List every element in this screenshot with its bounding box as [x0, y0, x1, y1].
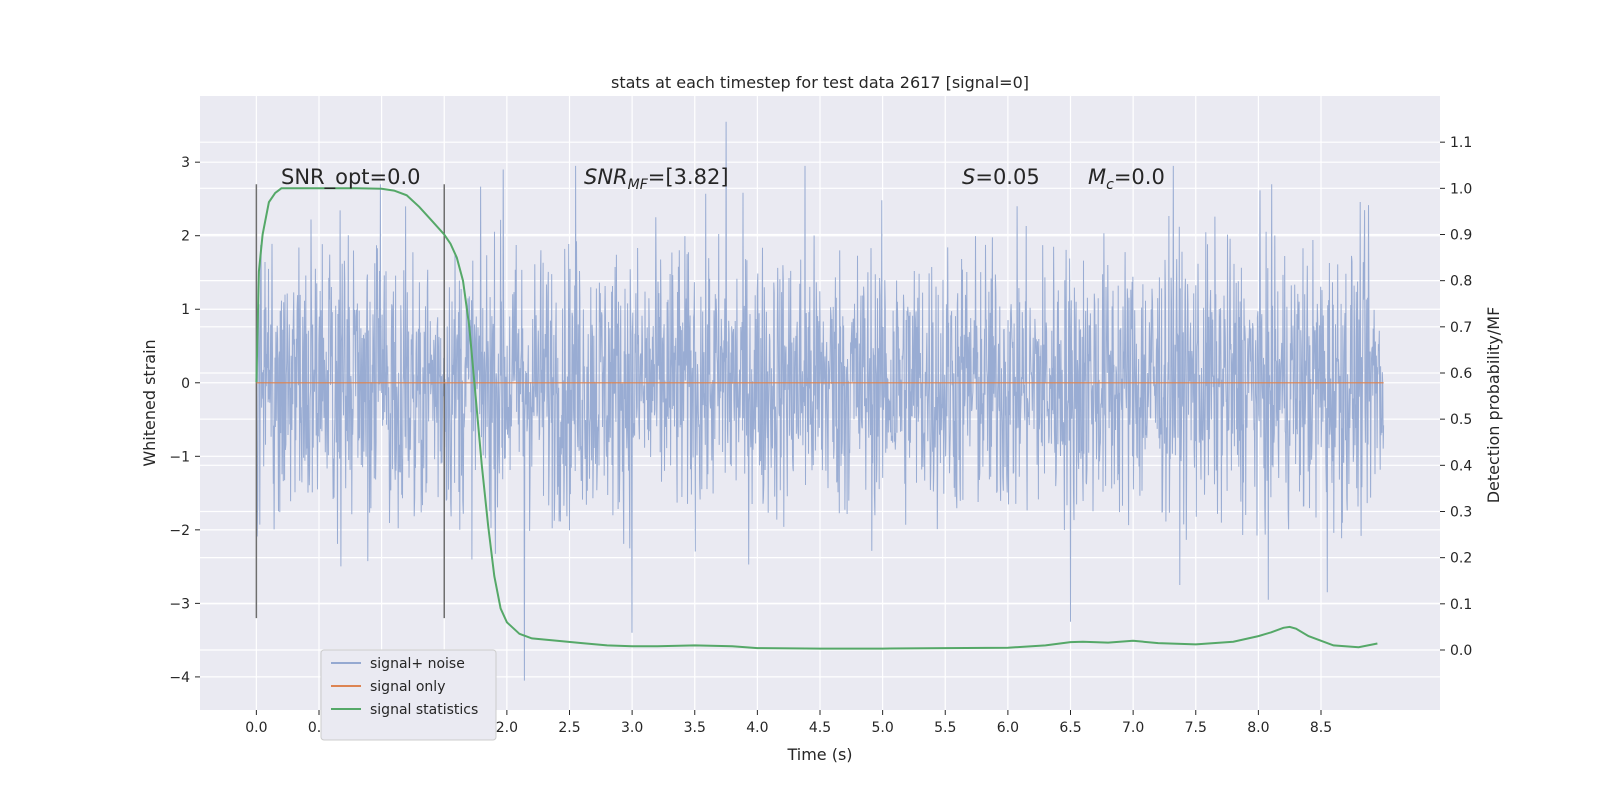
x-tick-label: 8.0 [1247, 720, 1269, 736]
annotation-s-main: S [962, 165, 975, 189]
y-left-tick-label: −1 [169, 449, 190, 465]
y-right-tick-label: 1.1 [1450, 135, 1472, 151]
y-right-tick-label: 0.8 [1450, 274, 1472, 290]
x-tick-label: 5.0 [871, 720, 893, 736]
y-right-tick-label: 1.0 [1450, 181, 1472, 197]
x-tick-label: 3.5 [684, 720, 706, 736]
y-right-tick-label: 0.6 [1450, 366, 1472, 382]
y-right-tick-label: 0.3 [1450, 504, 1472, 520]
legend-label-signal-statistics: signal statistics [370, 702, 478, 718]
y-right-tick-label: 0.9 [1450, 227, 1472, 243]
x-tick-label: 5.5 [934, 720, 956, 736]
annotation-s: S=0.05 [962, 165, 1040, 189]
y-right-tick-label: 0.1 [1450, 597, 1472, 613]
y-right-tick-labels: 1.1 1.0 0.9 0.8 0.7 0.6 0.5 0.4 0.3 0.2 0.1 0.0 [1440, 135, 1472, 659]
y-left-tick-label: −2 [169, 523, 190, 539]
x-tick-label: 4.5 [809, 720, 831, 736]
x-tick-label: 8.5 [1310, 720, 1332, 736]
signal-statistics-line [255, 187, 1378, 650]
y-left-axis-label: Whitened strain [140, 339, 159, 466]
legend: signal+ noise signal only signal statist… [320, 649, 497, 741]
x-tick-label: 7.0 [1122, 720, 1144, 736]
y-left-tick-labels: 3 2 1 0 −1 −2 −3 −4 [169, 155, 200, 686]
x-tick-label: 0.0 [245, 720, 267, 736]
y-right-tick-label: 0.0 [1450, 643, 1472, 659]
x-tick-label: 3.0 [621, 720, 643, 736]
annotation-snr-mf-value: =[3.82] [648, 165, 729, 189]
annotation-mc-value: =0.0 [1114, 165, 1165, 189]
legend-label-signal-noise: signal+ noise [370, 656, 465, 672]
y-right-tick-label: 0.5 [1450, 412, 1472, 428]
x-tick-label: 6.5 [1059, 720, 1081, 736]
annotation-mc-main: M [1088, 165, 1106, 189]
y-right-tick-label: 0.7 [1450, 320, 1472, 336]
annotation-mc: Mc=0.0 [1088, 165, 1165, 193]
y-left-tick-label: −3 [169, 596, 190, 612]
annotation-snr-opt: SNR_opt=0.0 [281, 165, 421, 190]
annotation-snr-mf-sub: MF [628, 177, 649, 193]
x-axis-label: Time (s) [786, 745, 852, 764]
y-left-tick-label: 0 [181, 376, 190, 392]
y-left-tick-label: 3 [181, 155, 190, 171]
y-left-tick-label: 1 [181, 302, 190, 318]
y-right-tick-label: 0.2 [1450, 551, 1472, 567]
y-right-tick-label: 0.4 [1450, 458, 1472, 474]
annotation-snr-mf: SNRMF=[3.82] [584, 165, 729, 193]
legend-label-signal-only: signal only [370, 679, 445, 695]
y-left-tick-label: 2 [181, 229, 190, 245]
x-tick-label: 6.0 [997, 720, 1019, 736]
annotation-mc-sub: c [1106, 177, 1114, 193]
annotation-s-value: =0.05 [975, 165, 1039, 189]
vertical-markers [255, 184, 445, 619]
x-tick-label: 4.0 [746, 720, 768, 736]
legend-box [320, 649, 497, 741]
chart-title: stats at each timestep for test data 261… [611, 73, 1029, 92]
annotation-snr-mf-main: SNR [584, 165, 628, 189]
x-tick-label: 7.5 [1185, 720, 1207, 736]
x-tick-label: 2.0 [496, 720, 518, 736]
signal-statistics-series [255, 187, 1378, 650]
y-right-axis-label: Detection probability/MF [1484, 307, 1503, 504]
x-tick-label: 2.5 [558, 720, 580, 736]
y-left-tick-label: −4 [169, 670, 190, 686]
